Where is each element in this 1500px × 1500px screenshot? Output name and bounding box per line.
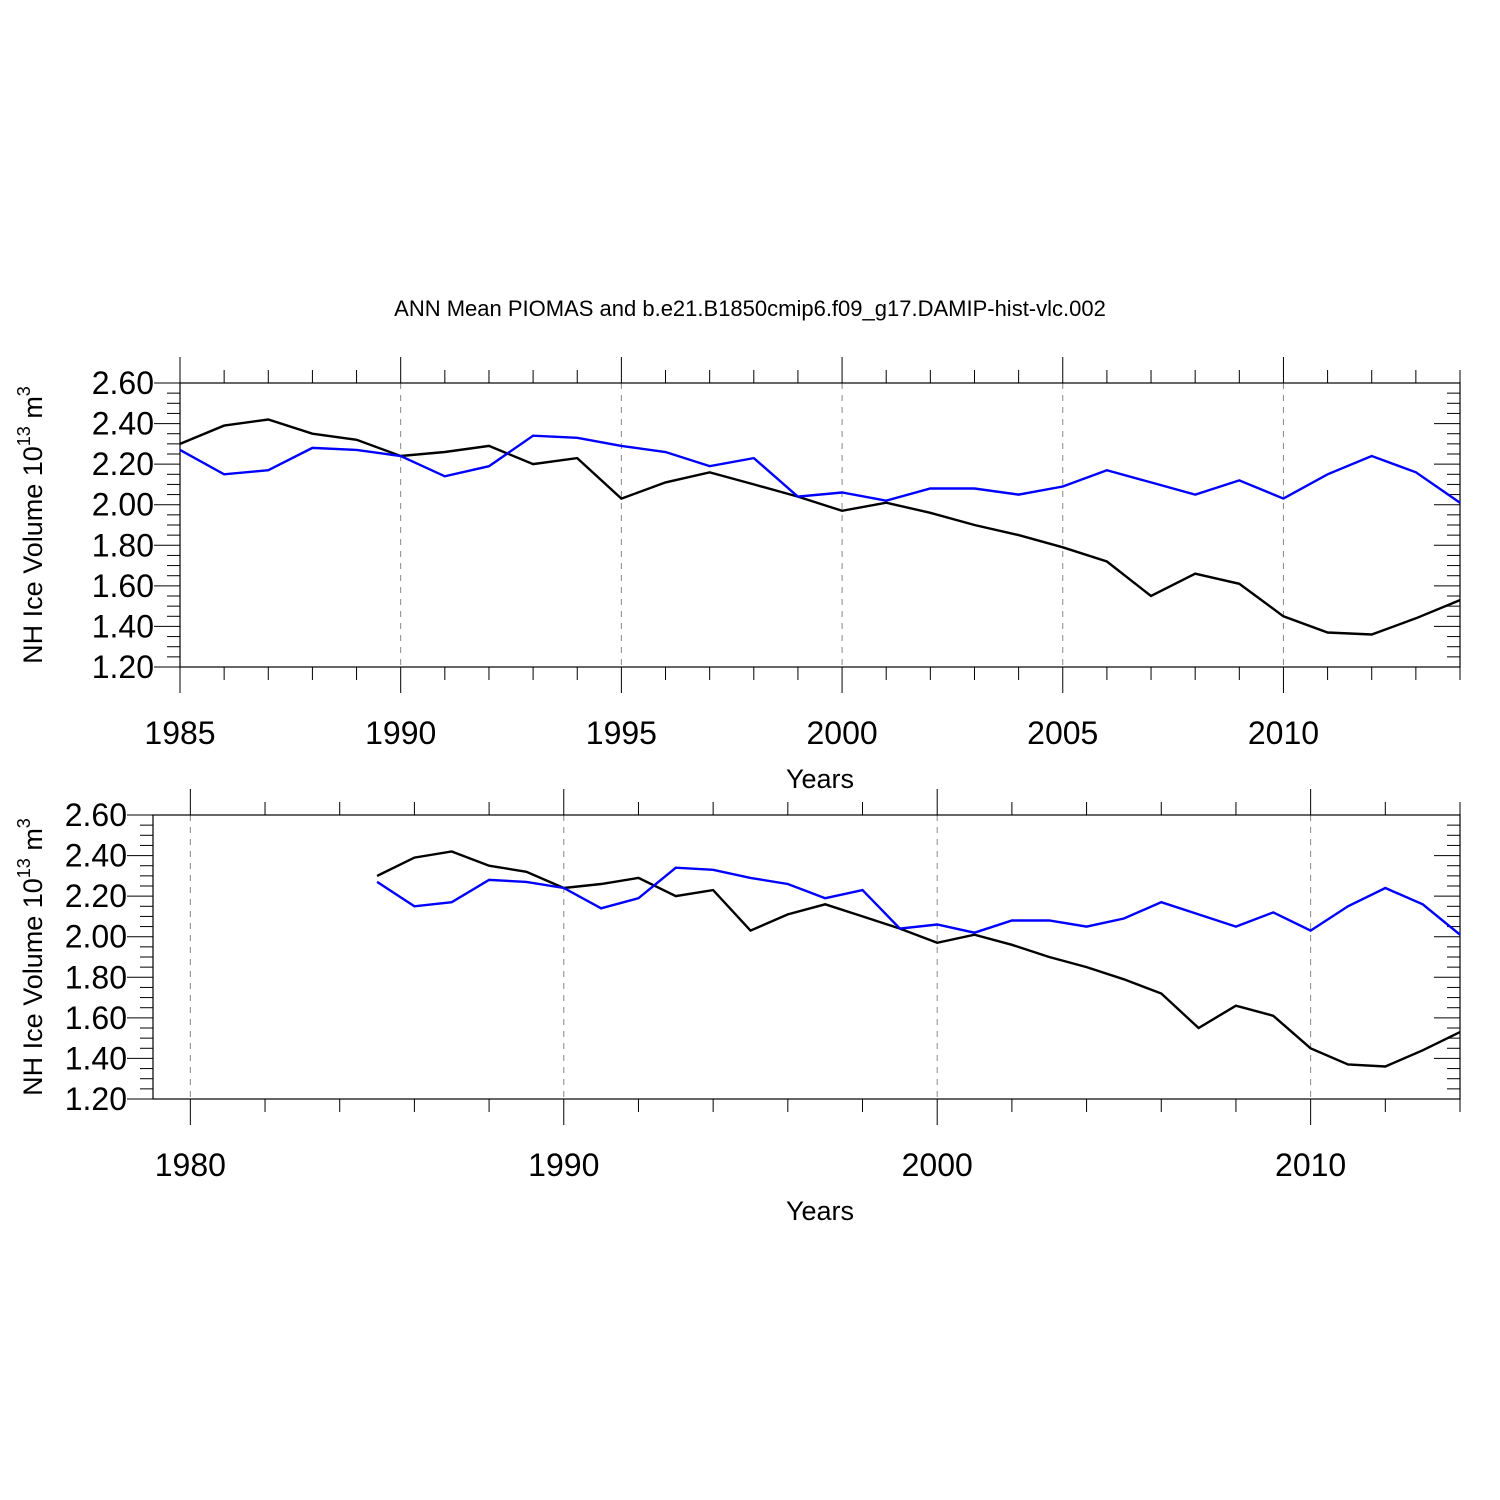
y-tick-label: 2.00 [65,919,127,955]
y-tick-label: 1.60 [92,568,154,604]
x-tick-label: 1980 [155,1147,226,1183]
y-tick-label: 2.40 [92,406,154,442]
plot-frame [152,814,1461,1100]
y-tick-label: 2.60 [65,797,127,833]
y-axis-label: NH Ice Volume 1013 m3 [14,386,48,664]
y-axis-label: NH Ice Volume 1013 m3 [14,818,48,1096]
x-tick-label: 2000 [902,1147,973,1183]
y-tick-label: 1.20 [92,649,154,685]
y-tick-label: 2.20 [65,878,127,914]
series-line-blue [179,434,1461,504]
figure-title: ANN Mean PIOMAS and b.e21.B1850cmip6.f09… [394,296,1106,321]
y-tick-label: 1.40 [65,1040,127,1076]
y-tick-label: 2.20 [92,446,154,482]
series-line-black [376,850,1461,1068]
x-tick-label: 1990 [528,1147,599,1183]
y-tick-label: 2.60 [92,365,154,401]
x-tick-label: 1985 [144,715,215,751]
x-tick-label: 2005 [1027,715,1098,751]
x-tick-label: 2010 [1248,715,1319,751]
x-tick-label: 1995 [586,715,657,751]
y-tick-label: 2.40 [65,838,127,874]
series-line-black [179,418,1461,636]
x-tick-label: 2010 [1275,1147,1346,1183]
x-axis-label: Years [786,764,854,794]
y-tick-label: 1.80 [65,959,127,995]
x-axis-label: Years [786,1196,854,1226]
x-tick-label: 2000 [806,715,877,751]
series-line-blue [376,866,1461,936]
y-tick-label: 1.20 [65,1081,127,1117]
y-tick-label: 1.80 [92,527,154,563]
plot-frame [179,382,1461,668]
x-tick-label: 1990 [365,715,436,751]
top-panel: 1.20 1.40 1.60 1.80 2.00 2.20 2.40 2.60 1985 1990… [14,357,1461,794]
y-tick-label: 2.00 [92,487,154,523]
y-tick-label: 1.40 [92,608,154,644]
bottom-panel: 1.20 1.40 1.60 1.80 2.00 2.20 2.40 2.60 1980 1990… [14,789,1461,1226]
y-tick-label: 1.60 [65,1000,127,1036]
